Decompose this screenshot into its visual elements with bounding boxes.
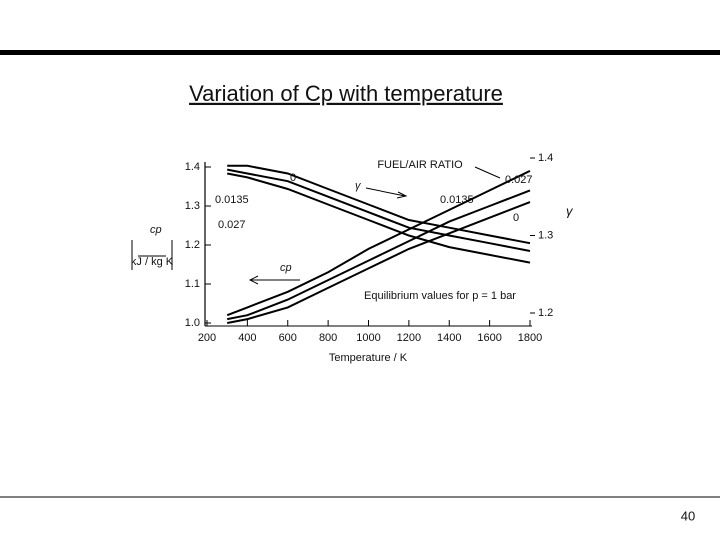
x-tick-label: 1000 — [356, 332, 380, 344]
series-line — [227, 201, 531, 324]
slide-title: Variation of Cp with temperature — [189, 81, 503, 106]
y2-tick-label: 1.3 — [538, 229, 553, 241]
y2-tick-label: 1.4 — [538, 152, 553, 164]
series-label: 0.027 — [505, 174, 533, 186]
series-label: 0 — [290, 172, 296, 184]
annotation: γ — [355, 180, 362, 192]
series-line — [227, 168, 531, 252]
y-tick-label: 1.3 — [185, 200, 200, 212]
series-label: 0.0135 — [215, 194, 249, 206]
x-tick-label: 600 — [279, 332, 297, 344]
pointer — [474, 166, 501, 179]
arrow — [365, 187, 408, 199]
y2-label: γ — [566, 203, 574, 218]
legend-title: FUEL/AIR RATIO — [377, 159, 463, 171]
series-label: 0 — [513, 212, 519, 224]
chart: cp kJ / kg K Temperature / K γ FUEL/AIR … — [131, 152, 574, 364]
x-tick-label: 1400 — [437, 332, 461, 344]
series-line — [227, 164, 531, 245]
y-tick-label: 1.1 — [185, 278, 200, 290]
series-line — [227, 172, 531, 264]
x-tick-label: 1200 — [397, 332, 421, 344]
y-tick-label: 1.0 — [185, 317, 200, 329]
x-label: Temperature / K — [329, 352, 408, 364]
x-tick-label: 800 — [319, 332, 337, 344]
bracket — [131, 240, 173, 270]
y-unit: kJ / kg K — [131, 256, 174, 268]
x-tick-label: 1800 — [518, 332, 542, 344]
x-tick-label: 200 — [198, 332, 216, 344]
x-tick-label: 1600 — [477, 332, 501, 344]
x-tick-label: 400 — [238, 332, 256, 344]
page-number: 40 — [681, 508, 695, 523]
y-label: cp — [150, 224, 162, 236]
y-tick-label: 1.4 — [185, 161, 200, 173]
arrow — [248, 275, 300, 285]
top-rule — [0, 50, 720, 55]
series-label: 0.027 — [218, 219, 246, 231]
y2-tick-label: 1.2 — [538, 307, 553, 319]
series-line — [227, 189, 531, 321]
annotation: cp — [280, 262, 292, 274]
annotation: Equilibrium values for p = 1 bar — [364, 290, 516, 302]
y-tick-label: 1.2 — [185, 239, 200, 251]
series-line — [226, 169, 531, 317]
